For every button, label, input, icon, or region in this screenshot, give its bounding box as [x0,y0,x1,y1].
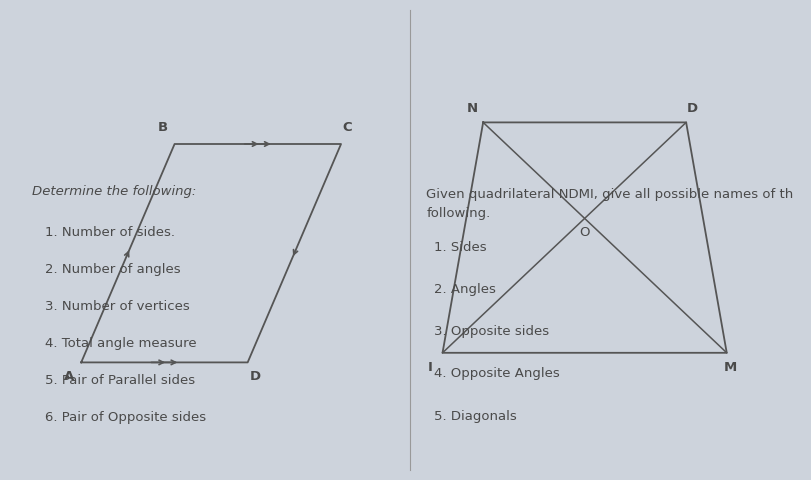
Text: 4. Opposite Angles: 4. Opposite Angles [434,367,560,381]
Text: following.: following. [426,207,490,220]
Text: B: B [157,120,167,134]
Text: D: D [686,101,697,115]
Text: D: D [250,370,261,384]
Text: I: I [427,360,432,374]
Text: 1. Number of sides.: 1. Number of sides. [45,226,174,240]
Text: N: N [466,101,478,115]
Text: 3. Number of vertices: 3. Number of vertices [45,300,189,313]
Text: 3. Opposite sides: 3. Opposite sides [434,325,549,338]
Text: Determine the following:: Determine the following: [32,185,196,199]
Text: 2. Angles: 2. Angles [434,283,496,296]
Text: Given quadrilateral NDMI, give all possible names of th: Given quadrilateral NDMI, give all possi… [426,188,792,201]
Text: A: A [64,370,74,384]
Text: 2. Number of angles: 2. Number of angles [45,263,180,276]
Text: 1. Sides: 1. Sides [434,240,487,254]
Text: M: M [723,360,736,374]
Text: C: C [342,120,352,134]
Text: 6. Pair of Opposite sides: 6. Pair of Opposite sides [45,411,205,424]
Text: 5. Diagonals: 5. Diagonals [434,409,517,423]
Text: O: O [579,226,589,240]
Text: 4. Total angle measure: 4. Total angle measure [45,337,196,350]
Text: 5. Pair of Parallel sides: 5. Pair of Parallel sides [45,374,195,387]
